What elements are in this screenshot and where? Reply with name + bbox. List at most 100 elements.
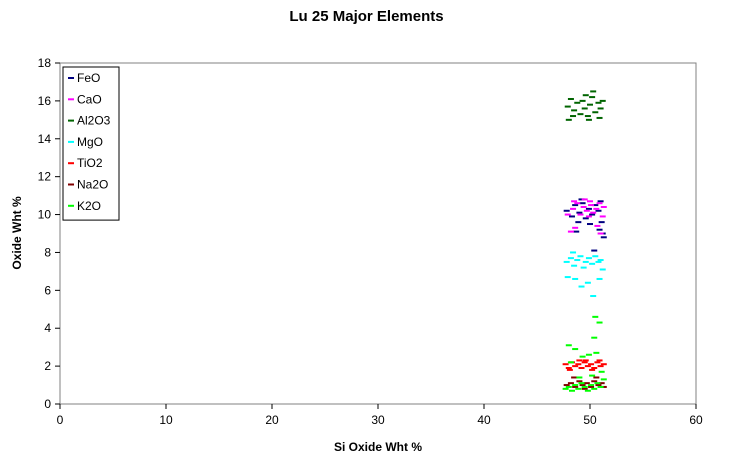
y-tick-label: 6 (44, 283, 51, 297)
data-point-feo (578, 198, 585, 201)
data-point-k2o (581, 385, 588, 388)
data-point-cao (600, 205, 607, 208)
data-point-al2o3 (565, 118, 572, 121)
data-point-mgo (589, 262, 596, 265)
y-tick-label: 10 (38, 208, 52, 222)
data-point-na2o (576, 380, 583, 383)
data-point-mgo (592, 255, 599, 258)
data-point-na2o (588, 385, 595, 388)
data-point-tio2 (600, 363, 607, 366)
data-point-cao (577, 213, 584, 216)
data-point-na2o (595, 384, 602, 387)
x-tick-label: 0 (57, 413, 64, 427)
y-tick-label: 12 (38, 170, 52, 184)
data-point-mgo (599, 268, 606, 271)
data-point-tio2 (594, 361, 601, 364)
data-point-k2o (565, 344, 572, 347)
data-point-mgo (596, 277, 603, 280)
data-point-al2o3 (574, 101, 581, 104)
y-tick-label: 18 (38, 56, 52, 70)
y-tick-label: 2 (44, 359, 51, 373)
data-point-al2o3 (599, 99, 606, 102)
data-point-k2o (568, 389, 575, 392)
data-point-mgo (567, 257, 574, 260)
legend-marker-tio2 (68, 162, 74, 165)
data-point-na2o (600, 385, 607, 388)
y-tick-label: 8 (44, 245, 51, 259)
data-point-feo (591, 249, 598, 252)
legend-label-cao: CaO (77, 92, 102, 106)
data-point-feo (573, 230, 580, 233)
data-point-k2o (588, 384, 595, 387)
x-tick-label: 10 (159, 413, 173, 427)
data-point-cao (594, 224, 601, 227)
data-point-k2o (578, 382, 585, 385)
data-point-feo (589, 213, 596, 216)
data-point-k2o (585, 353, 592, 356)
y-tick-label: 14 (38, 132, 52, 146)
data-point-na2o (598, 382, 605, 385)
data-point-tio2 (589, 368, 596, 371)
data-point-feo (579, 202, 586, 205)
data-point-cao (593, 207, 600, 210)
data-point-mgo (590, 295, 597, 298)
x-tick-label: 30 (371, 413, 385, 427)
data-point-feo (595, 209, 602, 212)
data-point-tio2 (597, 365, 604, 368)
data-point-al2o3 (595, 101, 602, 104)
data-point-feo (585, 207, 592, 210)
data-point-mgo (577, 255, 584, 258)
data-point-al2o3 (592, 111, 599, 114)
data-point-cao (587, 200, 593, 203)
data-point-mgo (563, 260, 570, 263)
data-point-al2o3 (579, 99, 586, 102)
data-point-feo (563, 209, 570, 212)
data-point-mgo (578, 285, 585, 288)
data-point-k2o (572, 348, 579, 351)
data-point-feo (592, 204, 599, 207)
data-point-al2o3 (597, 107, 604, 110)
x-tick-label: 60 (689, 413, 703, 427)
data-point-tio2 (565, 367, 572, 370)
data-point-mgo (564, 276, 571, 279)
data-point-tio2 (576, 359, 583, 362)
data-point-cao (597, 232, 604, 235)
data-point-al2o3 (584, 115, 591, 118)
data-point-al2o3 (590, 90, 597, 93)
x-tick-label: 20 (265, 413, 279, 427)
legend-box (62, 66, 120, 221)
legend: FeO CaO Al2O3 MgO TiO2 Na2O K2O (62, 66, 120, 221)
data-point-k2o (598, 370, 605, 373)
data-point-mgo (584, 281, 591, 284)
data-point-cao (581, 198, 588, 201)
data-point-feo (596, 228, 603, 231)
legend-marker-k2o (68, 204, 74, 207)
data-point-cao (590, 211, 597, 214)
data-point-cao (564, 213, 571, 216)
data-point-k2o (575, 387, 582, 390)
data-point-tio2 (575, 363, 582, 366)
data-point-k2o (594, 382, 601, 385)
data-point-na2o (572, 385, 579, 388)
data-point-na2o (563, 384, 570, 387)
data-point-feo (598, 221, 605, 224)
data-point-cao (596, 202, 603, 205)
data-point-cao (572, 226, 579, 229)
data-point-k2o (572, 384, 579, 387)
data-point-k2o (562, 387, 569, 390)
data-point-al2o3 (589, 96, 596, 99)
data-point-na2o (567, 382, 574, 385)
data-point-tio2 (588, 363, 595, 366)
data-point-k2o (589, 374, 596, 377)
data-points (562, 90, 607, 392)
data-point-al2o3 (564, 105, 571, 108)
data-point-cao (583, 209, 590, 212)
data-point-al2o3 (581, 107, 588, 110)
data-point-feo (587, 223, 593, 226)
data-point-k2o (600, 378, 607, 381)
data-point-tio2 (566, 368, 573, 371)
legend-label-feo: FeO (77, 71, 100, 85)
data-point-na2o (581, 387, 588, 390)
data-point-k2o (565, 385, 572, 388)
